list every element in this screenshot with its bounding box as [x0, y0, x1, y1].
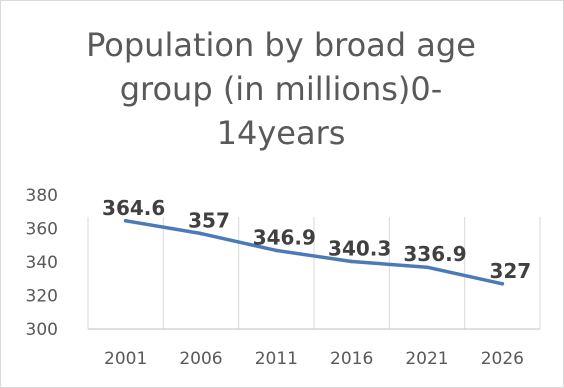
y-tick-label-3: 360 — [26, 220, 58, 240]
y-tick-label-0: 300 — [26, 320, 58, 340]
series-layer — [123, 218, 505, 286]
y-tick-label-4: 380 — [26, 186, 58, 206]
x-axis: 2001 2006 2011 2016 2021 2026 — [88, 328, 540, 369]
data-label-0: 364.6 — [102, 196, 165, 220]
data-point-1 — [199, 231, 203, 236]
data-label-5: 327 — [489, 259, 531, 283]
x-tick-label-4: 2021 — [405, 349, 448, 369]
y-tick-label-1: 320 — [26, 287, 58, 307]
x-tick-label-5: 2026 — [481, 349, 524, 369]
y-tick-label-2: 340 — [26, 253, 58, 273]
y-axis: 300 320 340 360 380 — [26, 186, 58, 340]
data-labels: 364.6 357 346.9 340.3 336.9 327 — [102, 196, 531, 283]
data-label-1: 357 — [188, 209, 230, 233]
chart-grid — [87, 217, 541, 329]
data-point-2 — [274, 248, 279, 253]
x-tick-label-1: 2006 — [179, 349, 222, 369]
data-point-5 — [500, 281, 505, 286]
x-tick-label-0: 2001 — [104, 349, 147, 369]
series-line-0 — [123, 219, 505, 286]
x-tick-label-3: 2016 — [330, 349, 373, 369]
data-point-4 — [425, 265, 429, 269]
data-point-0 — [123, 218, 128, 223]
chart-title: Population by broad age group (in millio… — [86, 26, 476, 152]
data-label-2: 346.9 — [253, 225, 316, 249]
data-label-4: 336.9 — [403, 242, 466, 266]
data-point-3 — [349, 259, 354, 264]
x-tick-label-2: 2011 — [255, 349, 298, 369]
data-label-3: 340.3 — [328, 236, 391, 260]
